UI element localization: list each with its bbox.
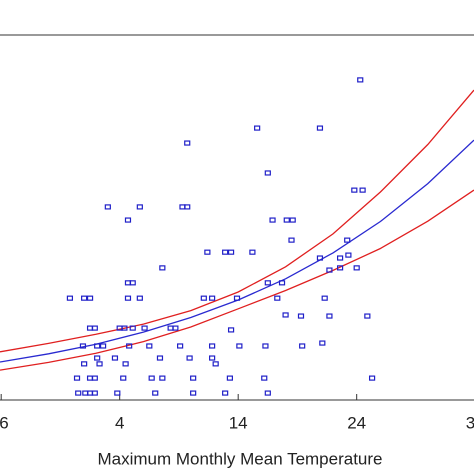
data-point [278, 280, 286, 286]
x-tick-label: 14 [229, 413, 248, 432]
data-point [99, 343, 107, 349]
data-point [326, 313, 333, 319]
data-point [124, 295, 132, 301]
x-tick-label: 34 [466, 413, 474, 432]
data-point [156, 355, 164, 361]
data-point [122, 361, 129, 367]
data-point [81, 295, 88, 301]
data-point [79, 343, 87, 349]
data-point [249, 249, 256, 255]
data-point [289, 217, 296, 223]
fit-line [0, 189, 474, 371]
data-point [222, 390, 229, 396]
data-point [209, 355, 216, 361]
data-point [359, 187, 366, 193]
data-point [212, 361, 219, 367]
data-point [282, 312, 289, 318]
data-point [299, 343, 306, 349]
data-point [269, 217, 276, 223]
data-point [254, 125, 261, 131]
data-point [368, 375, 376, 381]
data-point [124, 217, 132, 223]
data-point [345, 252, 352, 258]
data-point [94, 343, 101, 349]
data-point [91, 390, 98, 396]
data-point [316, 125, 324, 131]
data-point [75, 390, 82, 396]
data-point [136, 204, 143, 210]
data-point [336, 255, 344, 261]
fit-line [0, 89, 474, 353]
data-point [353, 265, 360, 271]
data-point [121, 325, 128, 331]
data-point [146, 343, 153, 349]
data-point [344, 237, 351, 243]
data-point [236, 343, 243, 349]
data-point [81, 361, 88, 367]
data-point [264, 390, 271, 396]
data-point [96, 361, 103, 367]
data-point [152, 390, 159, 396]
data-point [319, 340, 326, 346]
data-point [190, 375, 197, 381]
data-point [104, 204, 111, 210]
data-point [186, 355, 193, 361]
data-point [227, 327, 235, 333]
data-point [126, 343, 133, 349]
data-point [120, 375, 127, 381]
data-point [94, 355, 101, 361]
data-point [66, 295, 74, 301]
data-point [200, 295, 207, 301]
data-point [129, 280, 136, 286]
data-point [114, 390, 121, 396]
data-point [86, 295, 94, 301]
data-point [364, 313, 371, 319]
data-point [264, 170, 271, 176]
data-point [209, 343, 216, 349]
data-point [316, 255, 324, 261]
data-point [184, 140, 191, 146]
data-point [351, 187, 358, 193]
data-point [91, 325, 98, 331]
data-point [111, 355, 119, 361]
data-point [264, 280, 271, 286]
data-point [204, 249, 211, 255]
data-point [91, 375, 98, 381]
data-point [262, 343, 269, 349]
data-point [222, 249, 229, 255]
data-point [141, 325, 148, 331]
data-point [172, 325, 179, 331]
data-point [321, 295, 328, 301]
data-point [177, 343, 184, 349]
data-point [357, 77, 364, 83]
data-point [227, 249, 235, 255]
data-point [226, 375, 233, 381]
data-point [274, 295, 281, 301]
x-tick-label: 24 [347, 413, 366, 432]
data-point [129, 325, 136, 331]
data-point [159, 375, 166, 381]
x-tick-label: -6 [0, 413, 9, 432]
data-point [184, 204, 191, 210]
data-point [73, 375, 81, 381]
x-axis-label: Maximum Monthly Mean Temperature [97, 449, 382, 468]
data-point [233, 295, 241, 301]
data-point [297, 313, 305, 319]
x-tick-label: 4 [115, 413, 124, 432]
data-point [209, 295, 216, 301]
data-point [326, 267, 333, 273]
data-point [283, 217, 290, 223]
data-point [148, 375, 155, 381]
data-point [336, 265, 344, 271]
data-point [190, 390, 197, 396]
data-point [159, 265, 166, 271]
fit-line [0, 139, 474, 363]
data-point [288, 237, 295, 243]
data-point [261, 375, 268, 381]
data-point [136, 295, 143, 301]
